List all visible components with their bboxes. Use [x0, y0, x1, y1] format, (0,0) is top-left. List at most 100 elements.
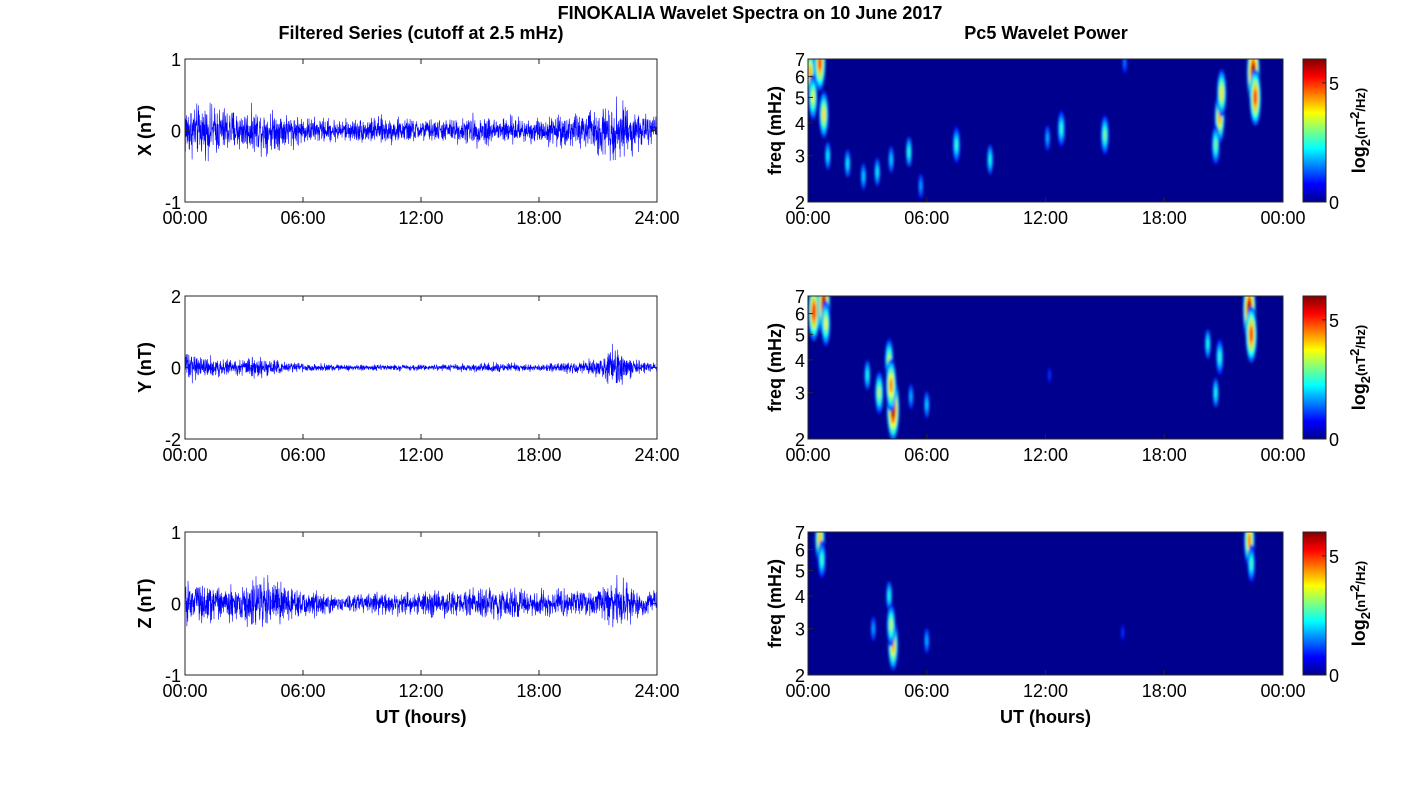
y-axis-label: X (nT): [135, 105, 155, 156]
power-blob: [878, 386, 881, 399]
power-blob: [1123, 59, 1126, 67]
series-panel-x: -1 0 1 00:00 06:00 12:00 18:00 24:00 X (nT): [135, 50, 680, 228]
colorbar-tick-label: 0: [1329, 430, 1339, 450]
power-blob: [890, 154, 893, 165]
y-axis-label: freq (mHz): [765, 559, 785, 648]
power-blob: [818, 59, 822, 71]
colorbar-label-part: log: [1349, 619, 1369, 646]
x-tick-label: 24:00: [634, 681, 679, 701]
power-blob: [1121, 628, 1124, 637]
colorbar-label-part: (nT: [1353, 356, 1368, 376]
heatmap-cells: [808, 296, 1258, 439]
power-blob: [1249, 326, 1253, 343]
right-column-title: Pc5 Wavelet Power: [964, 23, 1127, 43]
power-blob: [889, 377, 893, 393]
y-tick-label: 4: [795, 351, 805, 371]
y-tick-label: 0: [171, 359, 181, 379]
y-tick-label: 6: [795, 305, 805, 325]
power-blob: [910, 392, 912, 402]
x-tick-label: 12:00: [398, 681, 443, 701]
y-tick-label: 4: [795, 114, 805, 134]
colorbar-label-part: /Hz): [1353, 561, 1368, 585]
colorbar-gradient: [1303, 532, 1326, 675]
series-panel-y: -2 0 2 00:00 06:00 12:00 18:00 24:00 Y (nT): [135, 287, 680, 465]
power-blob: [1103, 129, 1107, 141]
x-tick-label: 06:00: [904, 445, 949, 465]
x-tick-label: 18:00: [516, 208, 561, 228]
series-line-y: [184, 343, 658, 385]
x-tick-label: 00:00: [162, 445, 207, 465]
colorbar-label: log2(nT2/Hz): [1347, 561, 1373, 647]
power-blob: [1214, 139, 1217, 151]
y-tick-label: 1: [171, 50, 181, 70]
x-tick-label: 18:00: [1142, 681, 1187, 701]
power-blob: [824, 317, 828, 330]
x-tick-label: 24:00: [634, 208, 679, 228]
power-blob: [846, 158, 849, 169]
heatmap-background: [808, 532, 1283, 675]
series-panel-z: -1 0 1 00:00 06:00 12:00 18:00 24:00 Z (nT) UT (h…: [135, 523, 680, 727]
colorbar-label-part: 2: [1347, 112, 1362, 119]
y-tick-label: 6: [795, 541, 805, 561]
heatmap-cells: [808, 59, 1262, 199]
x-tick-label: 06:00: [280, 445, 325, 465]
x-tick-label: 00:00: [162, 208, 207, 228]
power-blob: [822, 107, 826, 122]
colorbar-label-part: 2: [1347, 349, 1362, 356]
power-blob: [1250, 558, 1253, 570]
x-tick-label: 00:00: [785, 445, 830, 465]
series-line-z: [184, 574, 658, 628]
y-tick-label: 4: [795, 587, 805, 607]
power-blob: [919, 181, 922, 191]
power-blob: [907, 146, 910, 158]
y-tick-label: 2: [795, 193, 805, 213]
colorbar-frame: [1302, 58, 1327, 203]
colorbar-gradient: [1303, 296, 1326, 439]
y-tick-label: 2: [795, 666, 805, 686]
power-blob: [820, 554, 823, 565]
y-axis-label: freq (mHz): [765, 86, 785, 175]
x-tick-label: 18:00: [516, 445, 561, 465]
figure-title: FINOKALIA Wavelet Spectra on 10 June 201…: [558, 3, 943, 23]
y-tick-label: 3: [795, 620, 805, 640]
power-blob: [1218, 351, 1221, 363]
y-tick-label: 7: [795, 287, 805, 307]
colorbar-tick-label: 0: [1329, 666, 1339, 686]
x-tick-label: 06:00: [904, 208, 949, 228]
colorbar-label-part: (nT: [1353, 119, 1368, 139]
x-tick-label: 00:00: [1260, 445, 1305, 465]
y-tick-label: 3: [795, 147, 805, 167]
x-tick-label: 18:00: [1142, 445, 1187, 465]
colorbar-label-part: 2: [1358, 139, 1373, 146]
y-tick-label: 5: [795, 561, 805, 581]
y-tick-label: 2: [795, 430, 805, 450]
colorbar-label-part: (nT: [1353, 592, 1368, 612]
y-tick-label: -1: [165, 193, 181, 213]
x-tick-label: 00:00: [785, 208, 830, 228]
colorbar-label-part: /Hz): [1353, 88, 1368, 112]
power-blob: [1253, 89, 1257, 106]
y-tick-label: 5: [795, 88, 805, 108]
power-blob: [989, 154, 992, 165]
colorbar-label: log2(nT2/Hz): [1347, 325, 1373, 411]
colorbar-label-part: log: [1349, 383, 1369, 410]
y-axis-label: Z (nT): [135, 579, 155, 629]
x-axis-label: UT (hours): [376, 707, 467, 727]
x-tick-label: 06:00: [280, 208, 325, 228]
x-tick-label: 18:00: [516, 681, 561, 701]
y-tick-label: 3: [795, 384, 805, 404]
left-column-title: Filtered Series (cutoff at 2.5 mHz): [278, 23, 563, 43]
colorbar-label: log2(nT2/Hz): [1347, 88, 1373, 174]
power-blob: [1206, 338, 1209, 349]
y-tick-label: 6: [795, 68, 805, 88]
colorbar-tick-label: 0: [1329, 193, 1339, 213]
power-blob: [866, 370, 869, 381]
power-blob: [876, 167, 879, 177]
